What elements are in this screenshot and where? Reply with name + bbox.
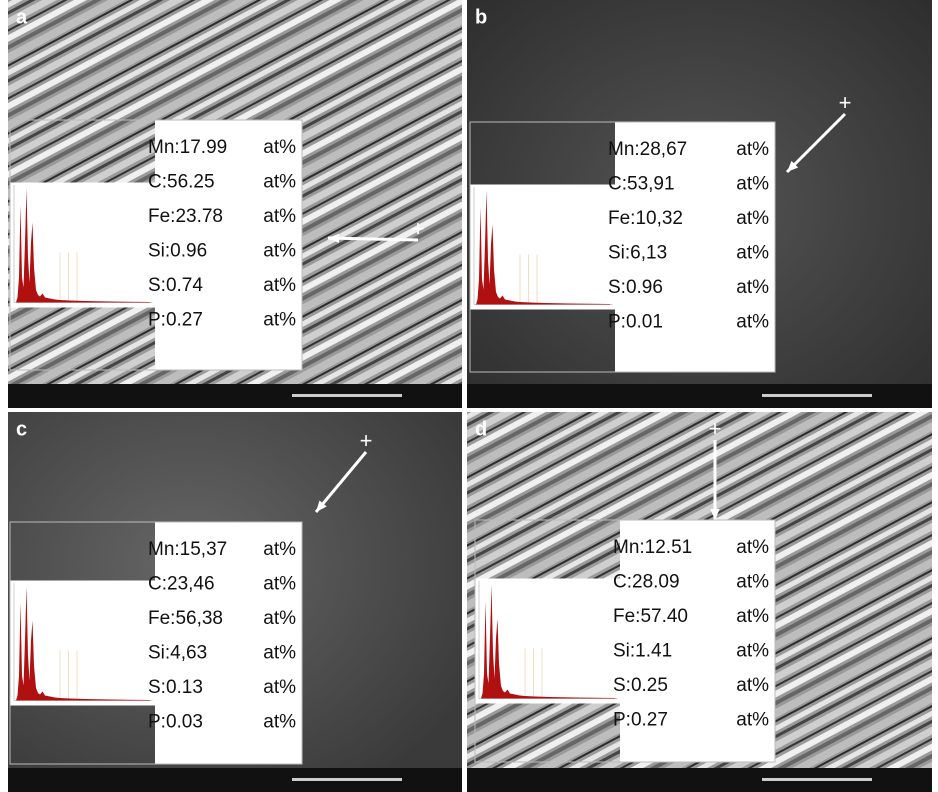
element-value: P:0.01 bbox=[608, 312, 663, 333]
scale-bar bbox=[762, 778, 872, 781]
element-unit: at% bbox=[736, 641, 769, 662]
panel-label: a bbox=[16, 6, 28, 28]
element-unit: at% bbox=[736, 312, 769, 333]
element-unit: at% bbox=[736, 606, 769, 627]
figure: a + Mn:17.99 at% C:56.25 at% Fe:23.78 at% Si:0.9… bbox=[0, 0, 938, 792]
element-unit: at% bbox=[263, 574, 296, 595]
page: {"panels": [ {"label": "a", "elements": … bbox=[0, 0, 938, 792]
element-unit: at% bbox=[736, 243, 769, 264]
panel-label: b bbox=[475, 6, 487, 28]
element-value: C:56.25 bbox=[148, 172, 215, 193]
element-value: Si:0.96 bbox=[148, 241, 207, 262]
point-marker: + bbox=[412, 216, 425, 241]
element-unit: at% bbox=[736, 572, 769, 593]
point-marker: + bbox=[709, 416, 722, 441]
element-value: P:0.27 bbox=[148, 310, 203, 331]
element-unit: at% bbox=[263, 643, 296, 664]
element-unit: at% bbox=[263, 275, 296, 296]
element-value: P:0.03 bbox=[148, 712, 203, 733]
point-marker: + bbox=[360, 428, 373, 453]
element-value: Mn:12.51 bbox=[613, 537, 692, 558]
panel: d + Mn:12.51 at% C:28.09 at% Fe:57.40 at% Si:1.4… bbox=[467, 412, 932, 792]
element-value: Mn:15,37 bbox=[148, 539, 227, 560]
panel-label: c bbox=[16, 418, 27, 440]
element-value: Fe:23.78 bbox=[148, 206, 223, 227]
element-value: Si:6,13 bbox=[608, 243, 667, 264]
element-unit: at% bbox=[263, 206, 296, 227]
element-value: Si:1.41 bbox=[613, 641, 672, 662]
element-value: S:0.74 bbox=[148, 275, 203, 296]
element-value: Fe:10,32 bbox=[608, 208, 683, 229]
element-value: C:23,46 bbox=[148, 574, 215, 595]
element-value: Fe:56,38 bbox=[148, 608, 223, 629]
element-unit: at% bbox=[736, 537, 769, 558]
element-value: Mn:28,67 bbox=[608, 139, 687, 160]
point-marker: + bbox=[839, 90, 852, 115]
scale-bar bbox=[292, 394, 402, 397]
scale-bar bbox=[762, 394, 872, 397]
element-value: S:0.96 bbox=[608, 277, 663, 298]
element-value: Fe:57.40 bbox=[613, 606, 688, 627]
element-value: S:0.25 bbox=[613, 675, 668, 696]
element-unit: at% bbox=[263, 172, 296, 193]
element-value: C:53,91 bbox=[608, 174, 675, 195]
element-unit: at% bbox=[263, 137, 296, 158]
panel-label: d bbox=[475, 418, 487, 440]
element-unit: at% bbox=[736, 174, 769, 195]
element-unit: at% bbox=[736, 139, 769, 160]
element-unit: at% bbox=[263, 608, 296, 629]
eds-spectrum bbox=[470, 185, 615, 310]
element-unit: at% bbox=[736, 208, 769, 229]
scale-bar bbox=[292, 778, 402, 781]
element-unit: at% bbox=[263, 539, 296, 560]
element-value: C:28.09 bbox=[613, 572, 680, 593]
element-unit: at% bbox=[736, 675, 769, 696]
element-unit: at% bbox=[263, 677, 296, 698]
eds-spectrum bbox=[10, 581, 155, 706]
element-unit: at% bbox=[736, 277, 769, 298]
element-unit: at% bbox=[736, 710, 769, 731]
eds-spectrum bbox=[475, 579, 620, 704]
panel: c + Mn:15,37 at% C:23,46 at% Fe:56,38 at% Si:4,6… bbox=[8, 412, 462, 792]
panel: b + Mn:28,67 at% C:53,91 at% Fe:10,32 at% Si:6,1… bbox=[467, 0, 932, 408]
element-value: Mn:17.99 bbox=[148, 137, 227, 158]
arrow bbox=[328, 238, 418, 240]
eds-spectrum bbox=[10, 183, 155, 308]
element-unit: at% bbox=[263, 712, 296, 733]
element-value: Si:4,63 bbox=[148, 643, 207, 664]
panel: a + Mn:17.99 at% C:56.25 at% Fe:23.78 at% Si:0.9… bbox=[8, 0, 462, 408]
element-unit: at% bbox=[263, 310, 296, 331]
element-unit: at% bbox=[263, 241, 296, 262]
element-value: P:0.27 bbox=[613, 710, 668, 731]
element-value: S:0.13 bbox=[148, 677, 203, 698]
